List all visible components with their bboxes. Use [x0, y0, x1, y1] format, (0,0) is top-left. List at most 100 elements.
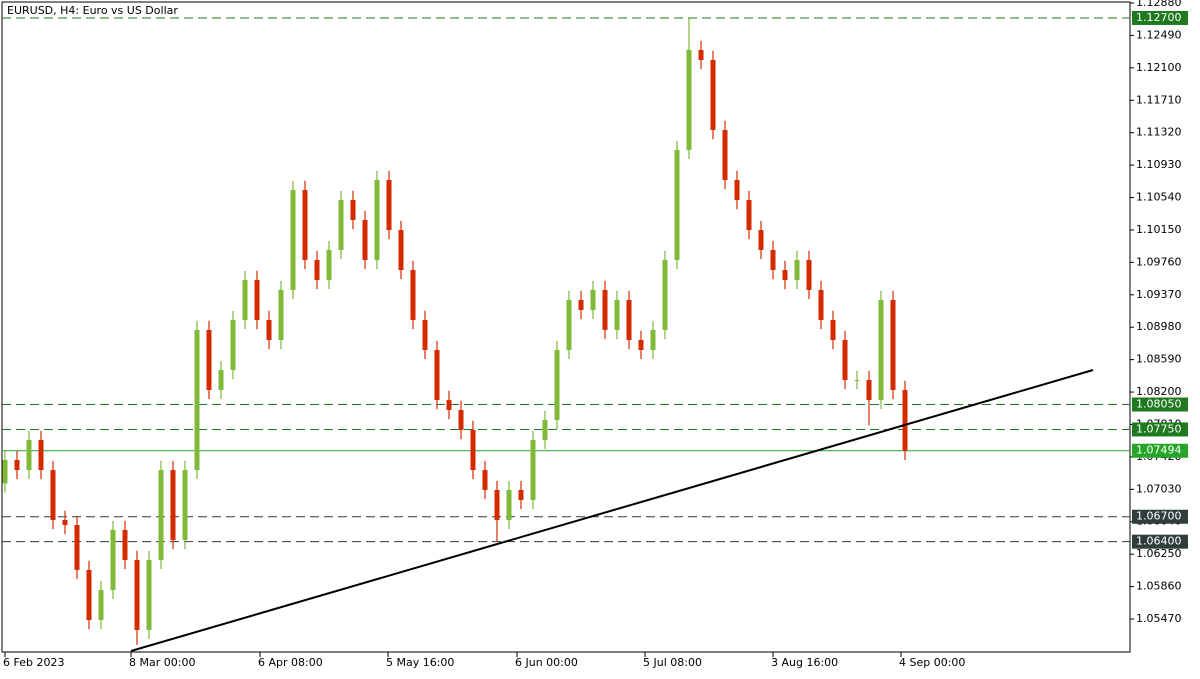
candle-body	[98, 589, 104, 620]
y-tick-label: 1.08200	[1136, 385, 1182, 398]
candle-body	[230, 319, 236, 371]
x-tick-label: 4 Sep 00:00	[899, 656, 965, 669]
candle-body	[170, 470, 176, 541]
candle-body	[530, 440, 536, 500]
y-tick-label: 1.09370	[1136, 288, 1182, 301]
plot-border	[1, 1, 1131, 653]
y-tick-label: 1.08590	[1136, 353, 1182, 366]
level-label: 1.07750	[1136, 422, 1182, 435]
candle-body	[110, 529, 116, 590]
candle-body	[266, 319, 272, 341]
level-tag	[1132, 422, 1188, 437]
level-label: 1.08050	[1136, 398, 1182, 411]
candle-body	[278, 289, 284, 341]
y-tick-label: 1.09760	[1136, 255, 1182, 268]
level-tag	[1132, 509, 1188, 524]
candle-body	[2, 459, 8, 484]
candle-body	[470, 429, 476, 471]
candle-body	[806, 259, 812, 290]
candle-body	[866, 379, 872, 401]
level-label: 1.06700	[1136, 510, 1182, 523]
candle-body	[722, 130, 728, 180]
candle-body	[650, 329, 656, 350]
candle-body	[698, 49, 704, 61]
candle-body	[782, 270, 788, 280]
candle-body	[506, 489, 512, 520]
candle-body	[194, 329, 200, 471]
candle-body	[38, 440, 44, 471]
candle-body	[578, 300, 584, 310]
candle-body	[494, 489, 500, 520]
candle-body	[518, 489, 524, 500]
candle-body	[146, 559, 152, 630]
candle-body	[758, 230, 764, 250]
candle-body	[746, 200, 752, 231]
candle-body	[458, 410, 464, 430]
candle-body	[890, 300, 896, 390]
candle-body	[626, 300, 632, 341]
trendline	[130, 369, 1094, 652]
candle-body	[386, 179, 392, 231]
candle-body	[566, 300, 572, 350]
candle-body	[122, 529, 128, 560]
candle-body	[842, 340, 848, 380]
x-tick-label: 6 Apr 08:00	[258, 656, 323, 669]
candle-body	[902, 389, 908, 451]
candle-body	[326, 249, 332, 280]
level-tag	[1132, 534, 1188, 549]
level-label: 1.06400	[1136, 535, 1182, 548]
y-tick-label: 1.06250	[1136, 547, 1182, 560]
y-tick-label: 1.10930	[1136, 158, 1182, 171]
candle-body	[410, 270, 416, 320]
candle-body	[590, 289, 596, 310]
y-tick-label: 1.08980	[1136, 320, 1182, 333]
candle-body	[26, 440, 32, 471]
y-tick-label: 1.05860	[1136, 580, 1182, 593]
y-tick-label: 1.10540	[1136, 191, 1182, 204]
x-tick-label: 8 Mar 00:00	[129, 656, 195, 669]
candle-body	[710, 60, 716, 131]
candle-body	[554, 349, 560, 420]
candle-body	[86, 569, 92, 620]
candle-body	[638, 340, 644, 350]
candle-body	[218, 370, 224, 390]
y-tick-label: 1.10150	[1136, 223, 1182, 236]
candle-body	[794, 259, 800, 280]
candle-body	[338, 200, 344, 250]
candle-body	[830, 319, 836, 341]
candle-body	[182, 470, 188, 541]
candle-body	[542, 419, 548, 441]
candle-body	[878, 300, 884, 401]
candle-body	[374, 179, 380, 260]
level-tag	[1132, 443, 1188, 458]
candle-body	[362, 219, 368, 260]
candle-body	[350, 200, 356, 220]
candle-body	[14, 459, 20, 471]
x-tick-label: 5 May 16:00	[386, 656, 454, 669]
candle-body	[242, 279, 248, 320]
candle-body	[314, 259, 320, 280]
level-tag	[1132, 397, 1188, 412]
level-label: 1.12700	[1136, 11, 1182, 24]
y-tick-label: 1.07030	[1136, 482, 1182, 495]
candle-body	[614, 300, 620, 330]
candle-body	[422, 319, 428, 350]
x-tick-label: 3 Aug 16:00	[771, 656, 838, 669]
x-tick-label: 6 Jun 00:00	[515, 656, 578, 669]
candle-body	[482, 470, 488, 490]
candle-body	[62, 519, 68, 525]
level-tag	[1132, 10, 1188, 25]
y-tick-label: 1.12490	[1136, 28, 1182, 41]
candle-body	[818, 289, 824, 320]
candle-body	[434, 349, 440, 401]
candle-body	[290, 189, 296, 290]
level-label: 1.07494	[1136, 444, 1182, 457]
x-tick-label: 6 Feb 2023	[3, 656, 64, 669]
x-tick-label: 5 Jul 08:00	[643, 656, 702, 669]
y-tick-label: 1.12880	[1136, 0, 1182, 9]
candle-body	[398, 230, 404, 271]
y-tick-label: 1.11710	[1136, 93, 1182, 106]
candle-body	[686, 49, 692, 150]
y-tick-label: 1.11320	[1136, 126, 1182, 139]
